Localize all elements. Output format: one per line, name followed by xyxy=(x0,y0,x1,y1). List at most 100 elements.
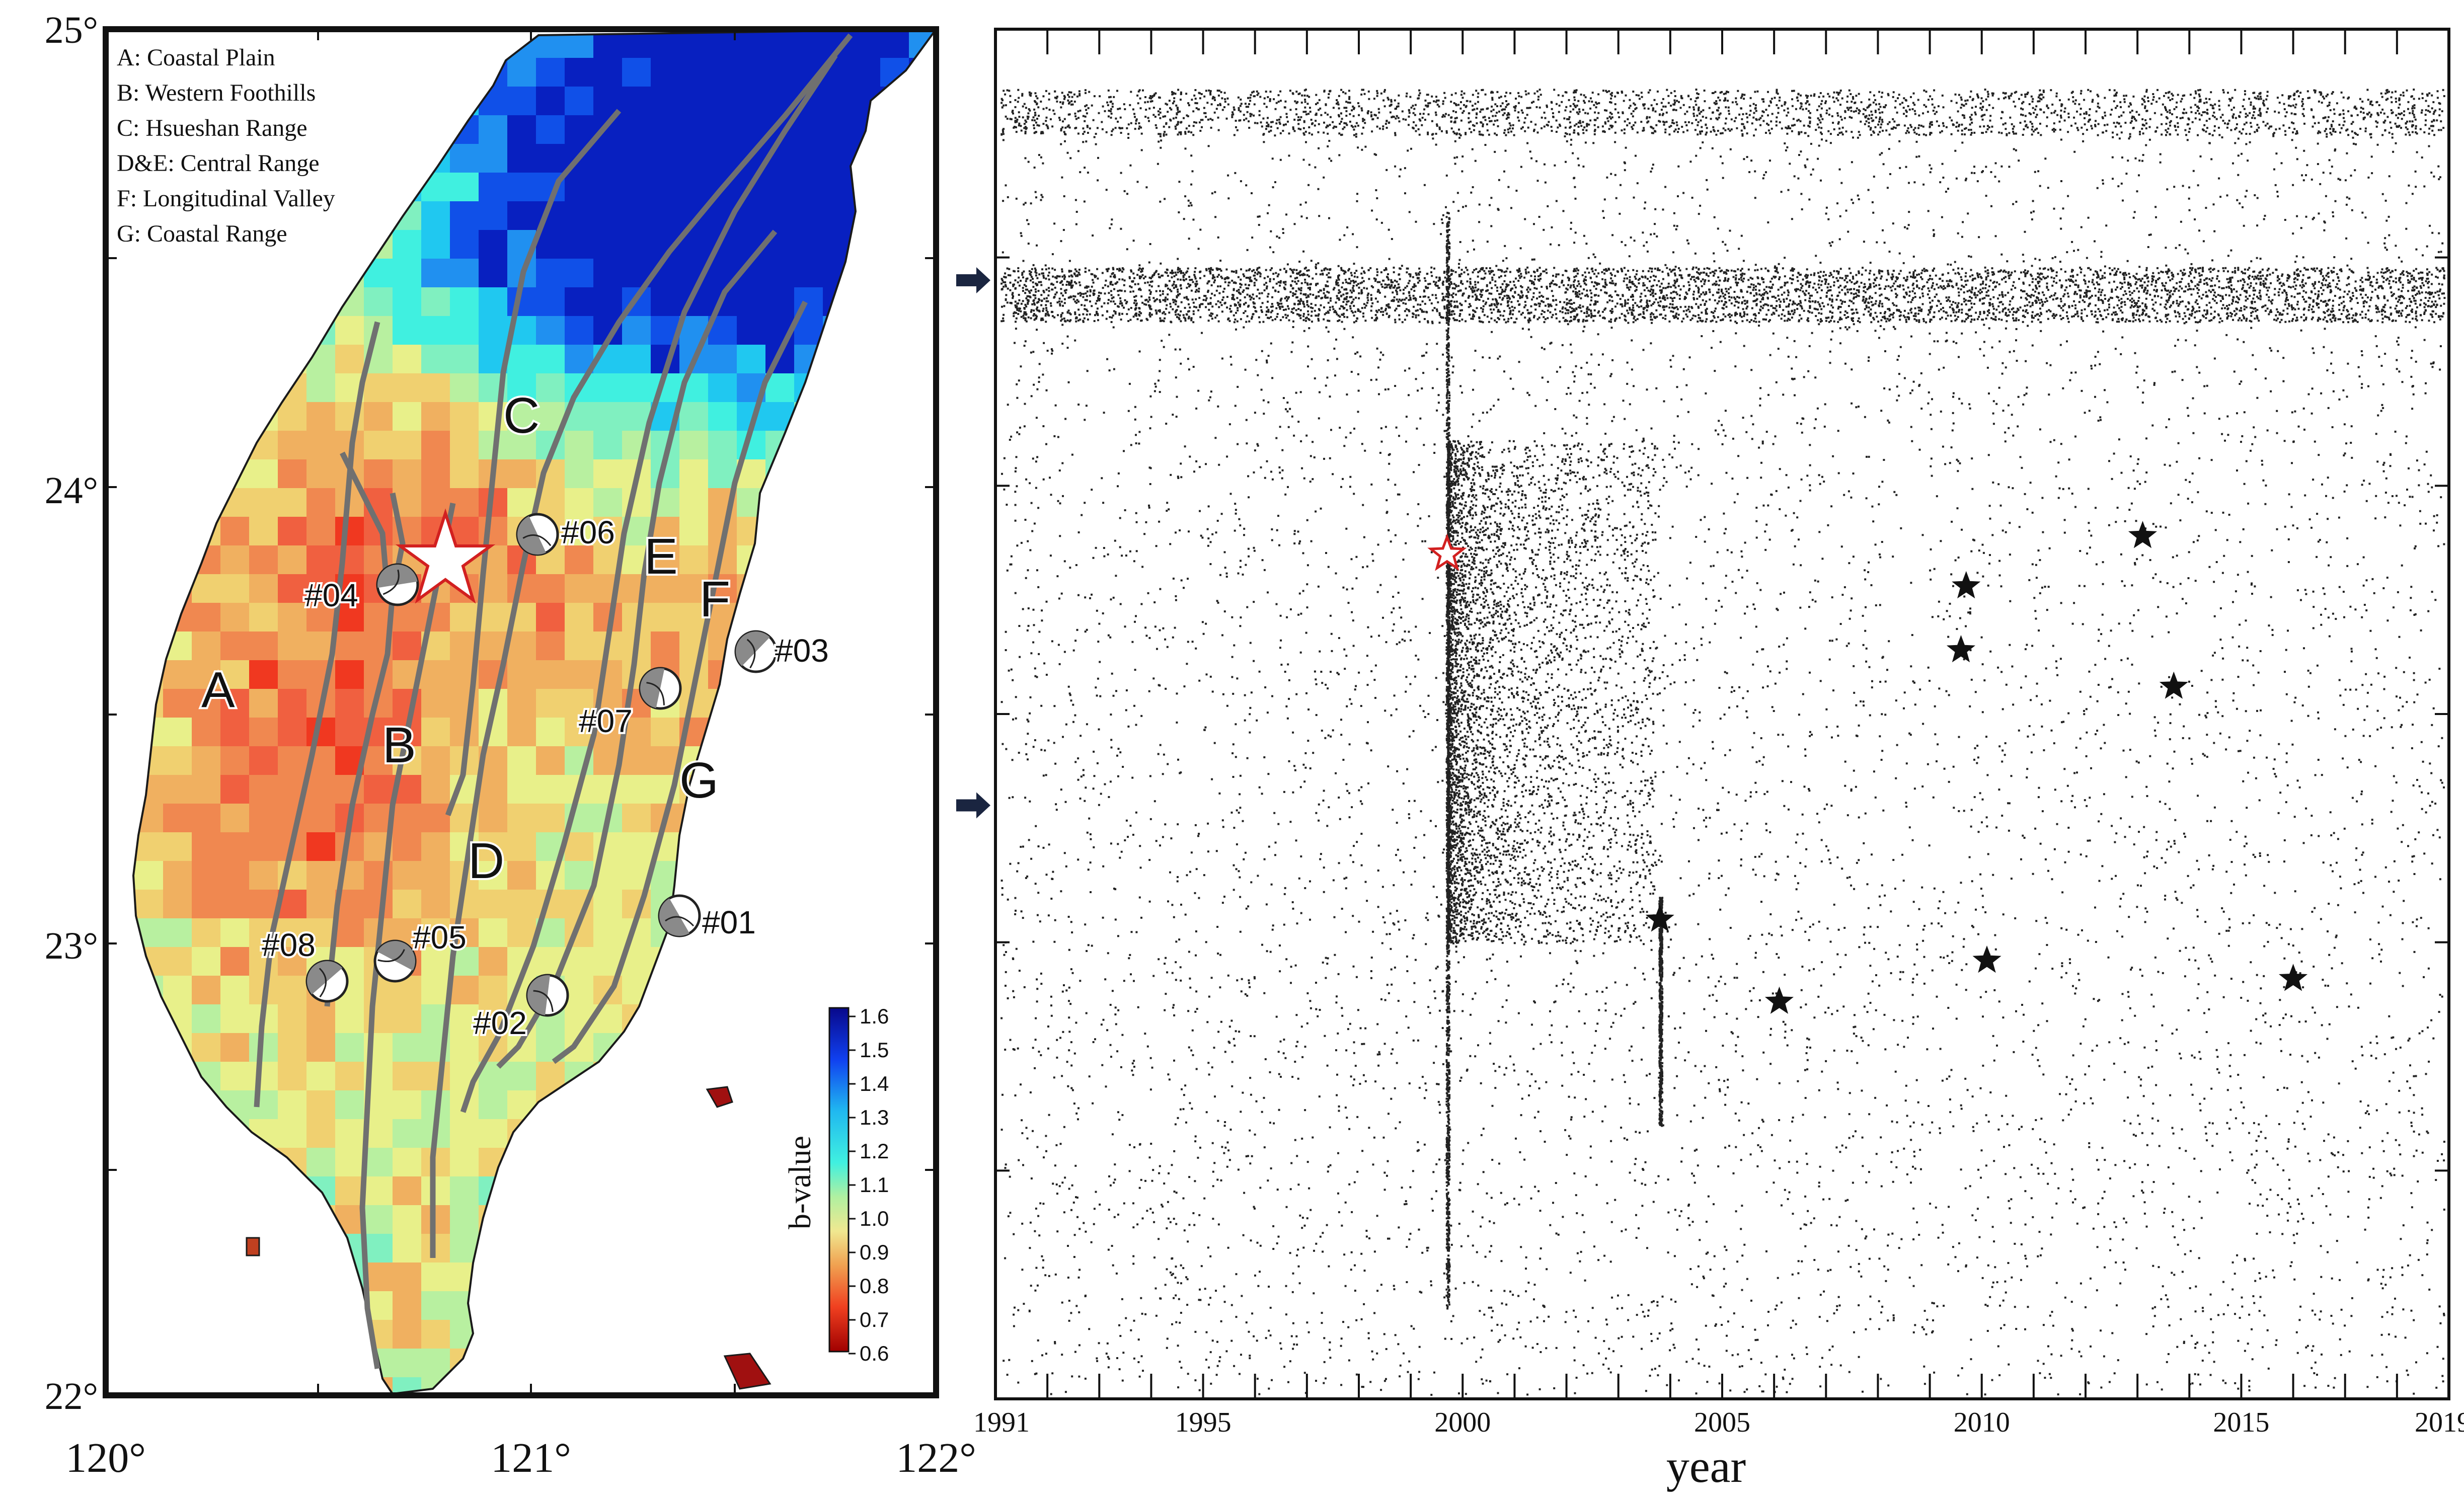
b-value-cell xyxy=(593,201,622,230)
b-value-cell xyxy=(421,402,450,431)
b-value-cell xyxy=(679,87,708,115)
b-value-cell xyxy=(479,287,507,316)
b-value-cell xyxy=(565,689,593,718)
b-value-cell xyxy=(479,1119,507,1148)
colorbar-tick-label: 0.8 xyxy=(860,1274,889,1298)
b-value-cell xyxy=(220,861,249,890)
b-value-cell xyxy=(249,603,278,631)
b-value-cell xyxy=(651,201,679,230)
b-value-cell xyxy=(163,861,192,890)
b-value-cell xyxy=(708,431,737,459)
b-value-cell xyxy=(565,87,593,115)
region-label-c: C xyxy=(503,387,540,444)
b-value-cell xyxy=(507,373,536,402)
b-value-cell xyxy=(679,58,708,87)
region-label-e: E xyxy=(644,528,678,585)
b-value-cell xyxy=(335,316,364,345)
b-value-cell xyxy=(450,316,479,345)
b-value-cell xyxy=(794,201,823,230)
colorbar-tick-label: 1.4 xyxy=(860,1072,889,1095)
b-value-cell xyxy=(450,488,479,517)
b-value-cell xyxy=(220,832,249,861)
b-value-cell xyxy=(192,775,220,804)
event-label-08: #08 xyxy=(262,927,316,963)
b-value-cell xyxy=(249,660,278,689)
plot-tick-marks xyxy=(994,29,2450,1399)
legend-line: G: Coastal Range xyxy=(117,220,287,247)
b-value-cell xyxy=(794,144,823,173)
b-value-cell xyxy=(335,1062,364,1090)
b-value-cell xyxy=(450,402,479,431)
b-value-cell xyxy=(220,1004,249,1033)
b-value-cell xyxy=(507,804,536,832)
legend-line: B: Western Foothills xyxy=(117,80,316,106)
x-tick-label: 1991 xyxy=(973,1407,1030,1438)
b-value-cell xyxy=(364,287,393,316)
mainshock-star-icon xyxy=(395,508,496,604)
b-value-cell xyxy=(192,574,220,603)
b-value-cell xyxy=(679,545,708,574)
b-value-cell xyxy=(192,746,220,775)
b-value-cell xyxy=(565,660,593,689)
b-value-cell xyxy=(306,574,335,603)
b-value-cell xyxy=(393,1004,421,1033)
b-value-cell xyxy=(421,1062,450,1090)
b-value-cell xyxy=(278,1090,306,1119)
event-label-04: #04 xyxy=(304,577,358,613)
boundary-line xyxy=(340,451,391,594)
b-value-cell xyxy=(278,1119,306,1148)
b-value-cell xyxy=(335,1090,364,1119)
b-value-cell xyxy=(306,775,335,804)
b-value-cell xyxy=(507,459,536,488)
island xyxy=(723,1353,772,1390)
b-value-cell xyxy=(278,718,306,746)
beachball-icon xyxy=(516,513,559,556)
b-value-cell xyxy=(421,660,450,689)
b-value-cell xyxy=(679,115,708,144)
b-value-cell xyxy=(421,689,450,718)
b-value-cell xyxy=(708,402,737,431)
b-value-cell xyxy=(479,890,507,918)
b-value-cell xyxy=(278,631,306,660)
b-value-cell xyxy=(450,976,479,1004)
b-value-cell xyxy=(651,631,679,660)
b-value-cell xyxy=(364,373,393,402)
b-value-cell xyxy=(479,201,507,230)
b-value-cell xyxy=(823,144,852,173)
b-value-cell xyxy=(708,373,737,402)
b-value-cell xyxy=(737,29,765,58)
b-value-cell xyxy=(249,718,278,746)
b-value-cell xyxy=(220,775,249,804)
b-value-cell xyxy=(306,1090,335,1119)
b-value-cell xyxy=(220,976,249,1004)
b-value-cell xyxy=(278,574,306,603)
b-value-cell xyxy=(565,718,593,746)
b-value-cell xyxy=(708,29,737,58)
b-value-cell xyxy=(651,173,679,201)
b-value-cell xyxy=(565,230,593,259)
b-value-cell xyxy=(708,87,737,115)
b-value-cell xyxy=(278,947,306,976)
b-value-cell xyxy=(708,345,737,373)
b-value-cell xyxy=(278,746,306,775)
b-value-cell xyxy=(278,402,306,431)
b-value-cell xyxy=(479,259,507,287)
x-tick-label: 1995 xyxy=(1175,1407,1231,1438)
b-value-cell xyxy=(565,201,593,230)
b-value-cell xyxy=(335,918,364,947)
b-value-cell xyxy=(393,1291,421,1320)
b-value-cell xyxy=(651,87,679,115)
b-value-cell xyxy=(192,832,220,861)
b-value-cell xyxy=(393,832,421,861)
b-value-cell xyxy=(765,173,794,201)
b-value-cell xyxy=(565,545,593,574)
b-value-cell xyxy=(278,660,306,689)
b-value-cell xyxy=(421,1320,450,1349)
lat-label: 24° xyxy=(45,469,98,512)
b-value-cell xyxy=(507,890,536,918)
b-value-cell xyxy=(220,545,249,574)
beachball-icon xyxy=(373,939,417,983)
legend-line: A: Coastal Plain xyxy=(117,44,275,71)
b-value-cell xyxy=(737,58,765,87)
b-value-cell xyxy=(364,431,393,459)
